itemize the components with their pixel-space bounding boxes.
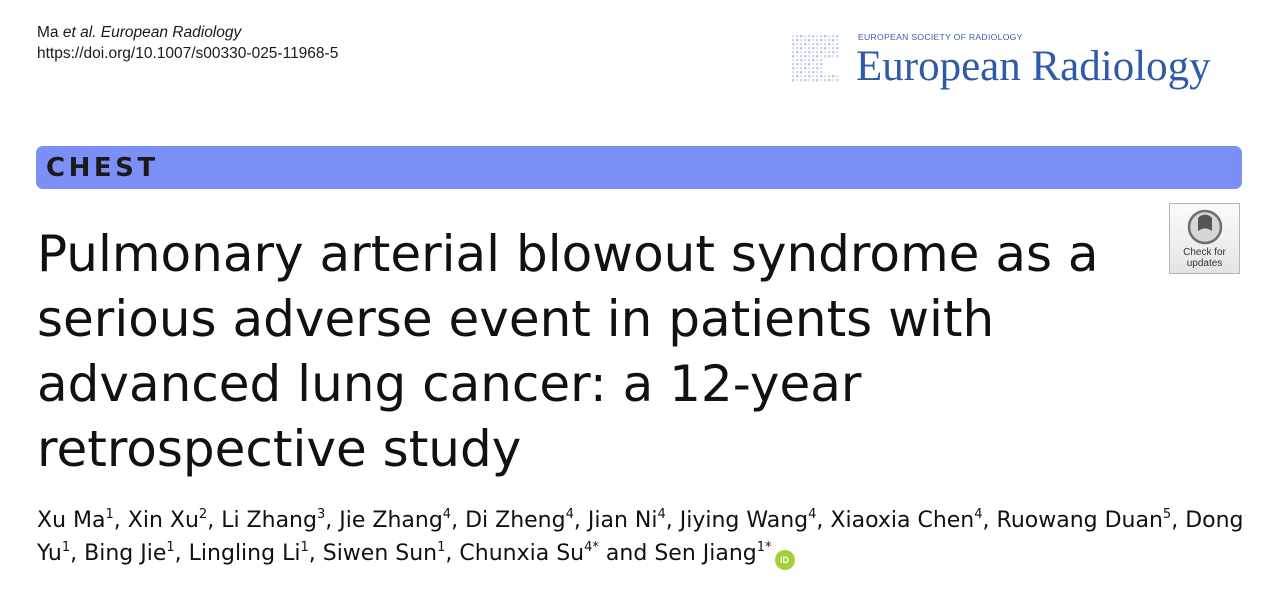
check-for-updates-line2: updates [1186,258,1223,269]
author-item: Di Zheng4 [465,508,574,533]
author-separator: , [982,508,997,533]
section-banner: CHEST [36,146,1242,189]
author-separator: , [1171,508,1186,533]
author-separator: , [816,508,831,533]
author-item: Jiying Wang4 [680,508,817,533]
journal-logo-text: European Radiology [856,43,1211,90]
author-affiliation: 1 [166,539,175,555]
author-affiliation: 1* [756,539,772,555]
author-list: Xu Ma1, Xin Xu2, Li Zhang3, Jie Zhang4, … [37,504,1247,570]
author-affiliation: 4 [974,506,983,522]
author-name: Xu Ma [37,508,106,533]
author-separator: , [325,508,340,533]
author-name: Sen Jiang [654,541,757,566]
author-item: Chunxia Su4* [459,541,599,566]
author-separator: , [665,508,680,533]
author-item: Bing Jie1 [84,541,175,566]
society-name: EUROPEAN SOCIETY OF RADIOLOGY [858,32,1023,42]
section-label: CHEST [46,153,159,183]
author-name: Dong Yu [37,508,1244,566]
author-item: Siwen Sun1 [323,541,446,566]
author-item: Lingling Li1 [189,541,309,566]
citation-journal: European Radiology [100,24,242,41]
author-item: Ruowang Duan5 [997,508,1172,533]
author-affiliation: 1 [437,539,446,555]
author-name: Xiaoxia Chen [830,508,975,533]
check-for-updates-icon [1187,209,1223,245]
author-affiliation: 4 [442,506,452,522]
author-affiliation: 4 [657,506,666,522]
author-name: Jian Ni [587,508,658,533]
author-name: Di Zheng [465,508,566,533]
author-name: Ruowang Duan [996,508,1163,533]
author-separator: , [308,541,323,566]
author-item: Xin Xu2 [128,508,207,533]
author-affiliation: 5 [1162,506,1172,522]
author-name: Xin Xu [127,508,199,533]
article-title: Pulmonary arterial blowout syndrome as a… [37,225,1099,478]
author-separator: , [70,541,85,566]
author-item: Jian Ni4 [588,508,666,533]
author-name: Siwen Sun [322,541,438,566]
author-separator: , [113,508,128,533]
check-for-updates-label: Check for updates [1170,247,1239,269]
author-name: Jie Zhang [339,508,443,533]
author-separator: and [598,541,655,566]
doi-link[interactable]: https://doi.org/10.1007/s00330-025-11968… [37,45,339,62]
author-affiliation: 2 [198,506,208,522]
orcid-icon[interactable]: iD [774,550,795,570]
author-separator: , [445,541,460,566]
author-name: Jiying Wang [679,508,809,533]
author-name: Lingling Li [188,541,301,566]
author-affiliation: 1 [105,506,114,522]
citation-et-al: et al. [62,24,97,41]
author-item: Li Zhang3 [221,508,325,533]
citation-line: Ma et al. European Radiology [37,22,338,43]
author-affiliation: 1 [61,539,71,555]
esr-logo-icon [792,35,839,82]
author-item: Xu Ma1 [37,508,114,533]
author-name: Bing Jie [84,541,167,566]
author-affiliation: 4* [584,539,599,555]
author-item: Jie Zhang4 [339,508,451,533]
author-affiliation: 4 [808,506,817,522]
author-name: Chunxia Su [459,541,585,566]
journal-branding: EUROPEAN SOCIETY OF RADIOLOGY European R… [790,30,1245,96]
author-separator: , [451,508,466,533]
author-affiliation: 3 [316,506,326,522]
article-citation: Ma et al. European Radiology https://doi… [37,22,338,64]
author-affiliation: 1 [300,539,309,555]
check-for-updates-line1: Check for [1183,247,1226,258]
check-for-updates-button[interactable]: Check for updates [1169,203,1240,274]
author-item: Sen Jiang1* [654,541,771,566]
author-name: Li Zhang [221,508,317,533]
author-separator: , [207,508,222,533]
citation-author: Ma [37,24,59,41]
author-separator: , [174,541,189,566]
author-item: Dong Yu1 [37,508,1244,566]
author-separator: , [573,508,588,533]
author-item: Xiaoxia Chen4 [830,508,982,533]
author-affiliation: 4 [565,506,574,522]
